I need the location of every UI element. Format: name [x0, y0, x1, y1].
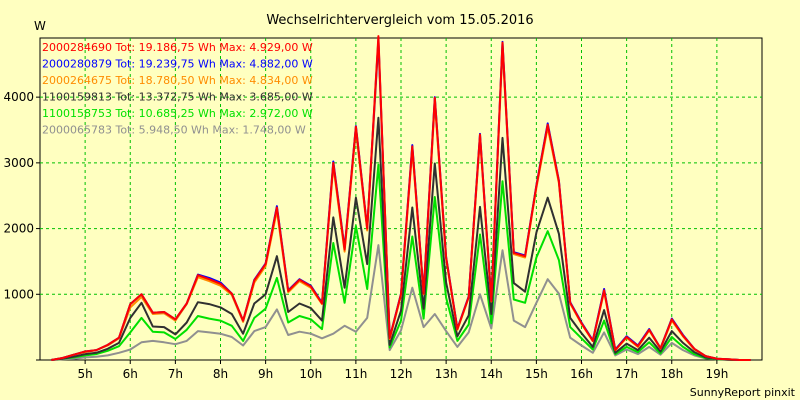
series-line-1100158753 [51, 163, 751, 361]
y-tick-label: 2000 [3, 222, 34, 236]
legend-entry-1100158753: 1100158753 Tot: 10.685,25 Wh Max: 2.972,… [42, 107, 313, 120]
y-tick-label: 4000 [3, 90, 34, 104]
legend-entry-2000264675: 2000264675 Tot: 18.780,50 Wh Max: 4.834,… [42, 74, 313, 87]
x-tick-label: 17h [615, 367, 638, 381]
axis-ticks: 5h 6h 7h 8h 9h 10h 11h 12h 13h 14h 15h 16h 17h 18h 19h… [3, 90, 728, 381]
x-tick-label: 16h [570, 367, 593, 381]
legend-entry-1100159813: 1100159813 Tot: 13.372,75 Wh Max: 3.685,… [42, 91, 313, 104]
x-tick-label: 7h [168, 367, 183, 381]
legend-entry-2000065783: 2000065783 Tot: 5.948,50 Wh Max: 1.748,0… [42, 124, 306, 137]
legend: 2000284690 Tot: 19.186,75 Wh Max: 4.929,… [42, 41, 313, 137]
x-tick-label: 14h [480, 367, 503, 381]
series-line-2000284690 [51, 35, 751, 361]
x-tick-label: 11h [344, 367, 367, 381]
series-lines [51, 35, 751, 361]
x-tick-label: 6h [123, 367, 138, 381]
series-line-2000065783 [51, 244, 751, 361]
series-line-1100159813 [51, 116, 751, 361]
y-axis-label: W [34, 19, 46, 33]
x-tick-label: 19h [705, 367, 728, 381]
y-tick-label: 1000 [3, 287, 34, 301]
x-tick-label: 15h [525, 367, 548, 381]
x-tick-label: 9h [258, 367, 273, 381]
x-tick-label: 10h [299, 367, 322, 381]
chart-title: Wechselrichtervergleich vom 15.05.2016 [266, 13, 533, 28]
legend-entry-2000284690: 2000284690 Tot: 19.186,75 Wh Max: 4.929,… [42, 41, 313, 54]
x-tick-label: 12h [390, 367, 413, 381]
x-tick-label: 18h [660, 367, 683, 381]
y-tick-label: 3000 [3, 156, 34, 170]
x-tick-label: 8h [213, 367, 228, 381]
footer-credit: SunnyReport pinxit [690, 386, 796, 399]
x-tick-label: 5h [78, 367, 93, 381]
legend-entry-2000280879: 2000280879 Tot: 19.239,75 Wh Max: 4.882,… [42, 58, 313, 71]
x-tick-label: 13h [435, 367, 458, 381]
